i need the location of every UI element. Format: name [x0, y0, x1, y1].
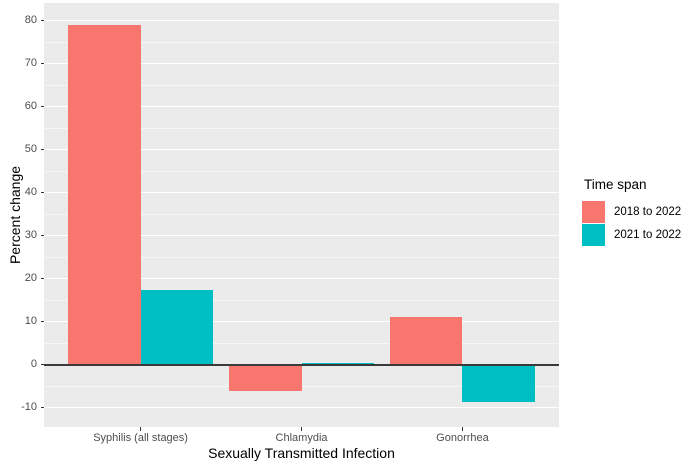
y-tick-label: 60 [24, 100, 37, 113]
y-tick-label: 0 [30, 358, 37, 371]
plot-panel [44, 3, 559, 427]
x-tick-label: Chlamydia [275, 432, 328, 444]
zero-axis-line [44, 364, 559, 367]
x-tick-label: Syphilis (all stages) [93, 432, 188, 444]
major-gridline [44, 234, 559, 237]
y-tick-label: 40 [24, 186, 37, 199]
major-gridline [44, 19, 559, 22]
minor-gridline [44, 127, 559, 129]
y-tick-mark [40, 63, 44, 65]
y-tick-label: -10 [21, 401, 37, 414]
minor-gridline [44, 299, 559, 301]
y-tick-mark [40, 235, 44, 237]
major-gridline [44, 105, 559, 108]
major-gridline [44, 320, 559, 323]
major-gridline [44, 277, 559, 280]
legend-item: 2018 to 2022 [582, 201, 681, 223]
y-tick-label: 80 [24, 14, 37, 27]
x-tick-mark [139, 427, 142, 431]
x-tick-mark [300, 427, 303, 431]
minor-gridline [44, 84, 559, 86]
y-tick-label: 20 [24, 272, 37, 285]
y-tick-label: 50 [24, 143, 37, 156]
y-tick-mark [40, 321, 44, 323]
y-tick-label: 30 [24, 229, 37, 242]
major-gridline [44, 191, 559, 194]
x-axis-title: Sexually Transmitted Infection [208, 445, 395, 461]
legend-key-swatch [582, 201, 605, 223]
legend-item: 2021 to 2022 [582, 224, 681, 246]
legend-title: Time span [584, 177, 647, 192]
legend-key-swatch [582, 224, 605, 246]
y-tick-mark [40, 364, 44, 366]
minor-gridline [44, 170, 559, 172]
legend-items: 2018 to 2022 2021 to 2022 [582, 201, 681, 246]
major-gridline [44, 406, 559, 409]
y-tick-mark [40, 149, 44, 151]
minor-gridline [44, 213, 559, 215]
x-tick-label: Gonorrhea [436, 432, 489, 444]
major-gridline [44, 62, 559, 65]
minor-gridline [44, 41, 559, 43]
y-axis-title: Percent change [7, 165, 23, 265]
bar-syphilis-all-stages-series-1 [140, 290, 213, 365]
bar-syphilis-all-stages-series-0 [68, 25, 141, 365]
bar-gonorrhea-series-1 [462, 364, 535, 403]
y-tick-mark [40, 106, 44, 108]
legend: Time span 2018 to 2022 2021 to 2022 [582, 177, 681, 247]
major-gridline [44, 148, 559, 151]
y-tick-label: 70 [24, 57, 37, 70]
legend-item-label: 2021 to 2022 [614, 229, 682, 241]
bar-chlamydia-series-0 [229, 364, 302, 392]
legend-item-label: 2018 to 2022 [614, 206, 682, 218]
minor-gridline [44, 256, 559, 258]
y-tick-label: 10 [24, 315, 37, 328]
x-tick-mark [461, 427, 464, 431]
minor-gridline [44, 342, 559, 344]
y-tick-mark [40, 20, 44, 22]
y-tick-mark [40, 407, 44, 409]
y-tick-mark [40, 192, 44, 194]
bar-gonorrhea-series-0 [390, 316, 463, 365]
bar-chlamydia-series-1 [301, 363, 374, 365]
y-tick-mark [40, 278, 44, 280]
